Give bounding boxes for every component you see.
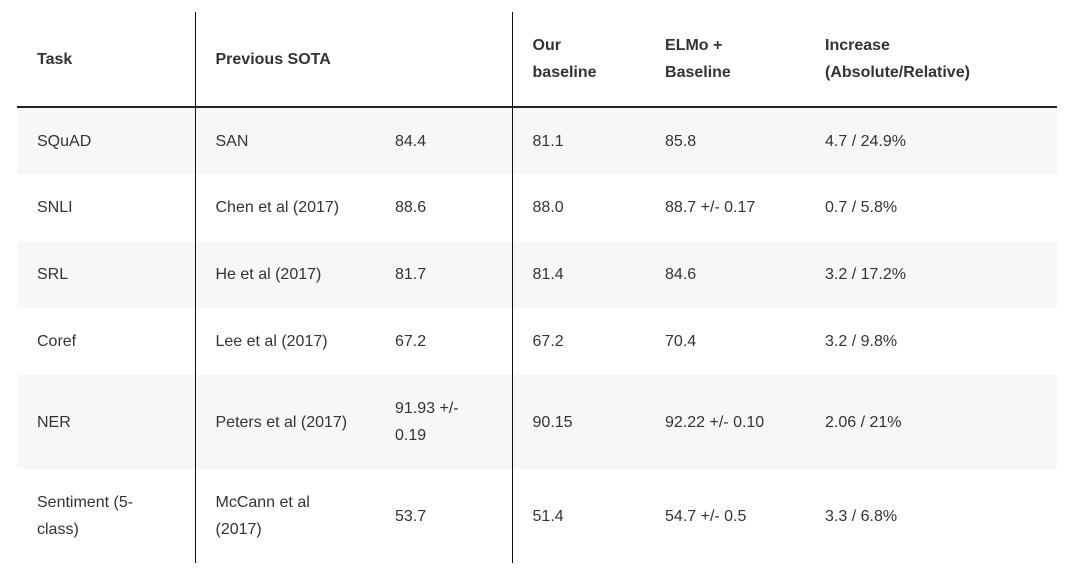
cell-task: SQuAD <box>17 107 196 174</box>
table-header: Task Previous SOTA Our baseline ELMo + B… <box>17 12 1058 108</box>
cell-our-baseline: 88.0 <box>512 174 646 241</box>
table-row: SRL He et al (2017) 81.7 81.4 84.6 3.2 /… <box>17 241 1058 308</box>
header-previous-sota: Previous SOTA <box>195 12 513 108</box>
header-elmo-baseline: ELMo + Baseline <box>645 12 806 108</box>
header-increase: Increase (Absolute/Relative) <box>805 12 1058 108</box>
cell-increase: 3.2 / 17.2% <box>805 241 1058 308</box>
cell-elmo-baseline: 70.4 <box>645 308 806 375</box>
header-row: Task Previous SOTA Our baseline ELMo + B… <box>17 12 1058 108</box>
cell-previous-score: 84.4 <box>375 107 513 174</box>
table-row: SNLI Chen et al (2017) 88.6 88.0 88.7 +/… <box>17 174 1058 241</box>
cell-previous-score: 53.7 <box>375 469 513 563</box>
cell-task: Coref <box>17 308 196 375</box>
cell-increase: 3.2 / 9.8% <box>805 308 1058 375</box>
cell-our-baseline: 81.1 <box>512 107 646 174</box>
cell-task: NER <box>17 375 196 469</box>
table-row: Sentiment (5- class) McCann et al (2017)… <box>17 469 1058 563</box>
cell-previous-model: SAN <box>195 107 375 174</box>
cell-previous-score: 81.7 <box>375 241 513 308</box>
cell-our-baseline: 67.2 <box>512 308 646 375</box>
cell-elmo-baseline: 84.6 <box>645 241 806 308</box>
cell-our-baseline: 81.4 <box>512 241 646 308</box>
cell-previous-model: He et al (2017) <box>195 241 375 308</box>
results-table-container: Task Previous SOTA Our baseline ELMo + B… <box>17 12 1058 563</box>
cell-elmo-baseline: 54.7 +/- 0.5 <box>645 469 806 563</box>
cell-increase: 0.7 / 5.8% <box>805 174 1058 241</box>
cell-previous-model: McCann et al (2017) <box>195 469 375 563</box>
cell-previous-score: 67.2 <box>375 308 513 375</box>
header-task: Task <box>17 12 196 108</box>
cell-elmo-baseline: 88.7 +/- 0.17 <box>645 174 806 241</box>
results-table: Task Previous SOTA Our baseline ELMo + B… <box>17 12 1058 563</box>
cell-previous-model: Lee et al (2017) <box>195 308 375 375</box>
cell-task: SNLI <box>17 174 196 241</box>
cell-increase: 2.06 / 21% <box>805 375 1058 469</box>
cell-our-baseline: 90.15 <box>512 375 646 469</box>
cell-previous-score: 91.93 +/- 0.19 <box>375 375 513 469</box>
table-row: Coref Lee et al (2017) 67.2 67.2 70.4 3.… <box>17 308 1058 375</box>
cell-previous-score: 88.6 <box>375 174 513 241</box>
table-row: SQuAD SAN 84.4 81.1 85.8 4.7 / 24.9% <box>17 107 1058 174</box>
cell-task: Sentiment (5- class) <box>17 469 196 563</box>
cell-increase: 4.7 / 24.9% <box>805 107 1058 174</box>
cell-elmo-baseline: 92.22 +/- 0.10 <box>645 375 806 469</box>
cell-elmo-baseline: 85.8 <box>645 107 806 174</box>
cell-our-baseline: 51.4 <box>512 469 646 563</box>
cell-task: SRL <box>17 241 196 308</box>
table-row: NER Peters et al (2017) 91.93 +/- 0.19 9… <box>17 375 1058 469</box>
cell-increase: 3.3 / 6.8% <box>805 469 1058 563</box>
cell-previous-model: Chen et al (2017) <box>195 174 375 241</box>
cell-previous-model: Peters et al (2017) <box>195 375 375 469</box>
table-body: SQuAD SAN 84.4 81.1 85.8 4.7 / 24.9% SNL… <box>17 107 1058 563</box>
header-our-baseline: Our baseline <box>512 12 646 108</box>
